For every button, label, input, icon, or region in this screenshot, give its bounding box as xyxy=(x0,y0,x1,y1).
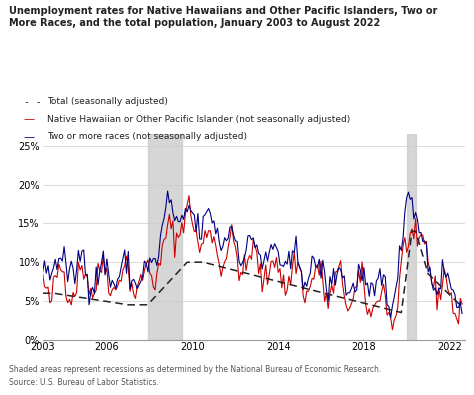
Bar xyxy=(407,134,416,340)
Text: —: — xyxy=(24,115,35,124)
Text: Shaded areas represent recessions as determined by the National Bureau of Econom: Shaded areas represent recessions as det… xyxy=(9,365,382,374)
Text: Unemployment rates for Native Hawaiians and Other Pacific Islanders, Two or
More: Unemployment rates for Native Hawaiians … xyxy=(9,6,438,28)
Text: Total (seasonally adjusted): Total (seasonally adjusted) xyxy=(47,97,168,106)
Text: Native Hawaiian or Other Pacific Islander (not seasonally adjusted): Native Hawaiian or Other Pacific Islande… xyxy=(47,115,351,124)
Text: Two or more races (not seasonally adjusted): Two or more races (not seasonally adjust… xyxy=(47,132,247,141)
Text: - -: - - xyxy=(24,97,47,107)
Text: —: — xyxy=(24,132,35,142)
Text: Source: U.S. Bureau of Labor Statistics.: Source: U.S. Bureau of Labor Statistics. xyxy=(9,378,159,387)
Bar xyxy=(148,134,182,340)
